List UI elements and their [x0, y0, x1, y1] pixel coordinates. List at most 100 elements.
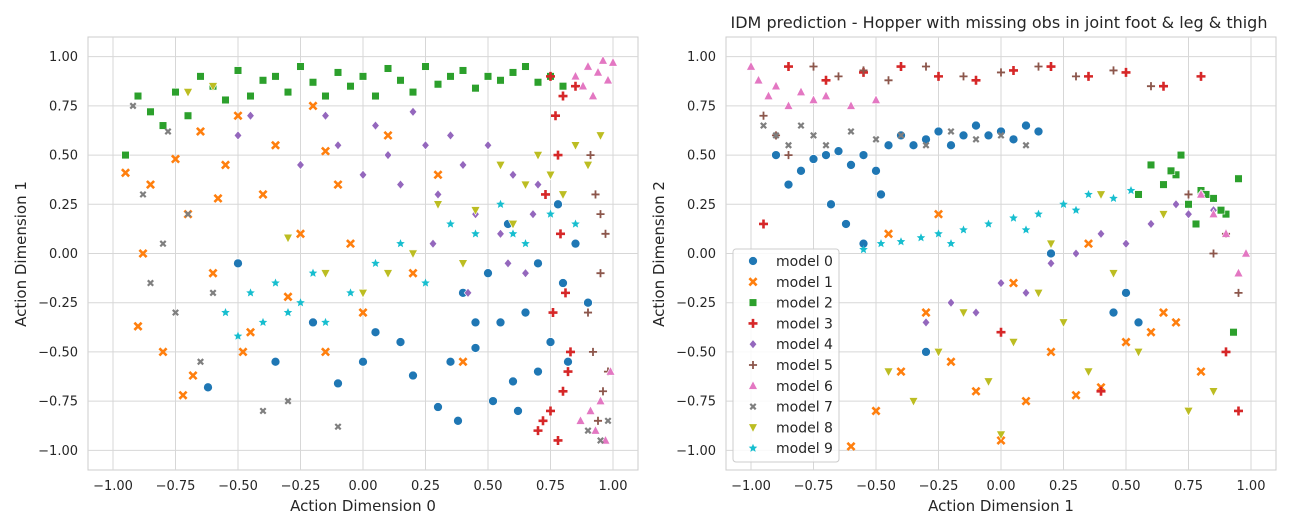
y-tick-label: 0.75	[687, 99, 716, 114]
data-point	[233, 66, 243, 75]
legend-item-model-4: model 4	[748, 337, 833, 353]
data-point	[958, 308, 969, 319]
data-point	[1046, 248, 1056, 259]
data-point	[759, 111, 768, 120]
data-point	[847, 127, 855, 135]
data-point	[308, 268, 318, 277]
data-point	[826, 199, 836, 210]
data-point	[133, 321, 143, 331]
data-point	[458, 159, 468, 170]
data-point	[916, 233, 926, 242]
data-point	[959, 72, 968, 81]
data-point	[1159, 180, 1168, 189]
data-point	[220, 160, 231, 170]
data-point	[258, 317, 268, 327]
data-point	[896, 367, 906, 377]
data-point	[458, 259, 468, 269]
data-point	[471, 229, 480, 238]
data-point	[1133, 348, 1144, 358]
data-point	[1221, 228, 1231, 238]
data-point	[1096, 190, 1106, 201]
data-point	[320, 146, 331, 156]
data-point	[203, 382, 213, 393]
data-point	[1046, 62, 1056, 72]
data-point	[933, 348, 944, 358]
data-point	[545, 170, 556, 181]
series-model-3	[533, 71, 580, 445]
data-point	[164, 127, 172, 135]
data-point	[797, 122, 805, 130]
data-point	[558, 278, 568, 288]
series-model-6	[570, 55, 618, 445]
data-point	[1191, 219, 1201, 229]
data-point	[358, 288, 368, 299]
data-point	[271, 72, 280, 81]
data-point	[1158, 308, 1169, 318]
data-point	[1108, 307, 1119, 318]
data-point	[763, 90, 774, 100]
data-point	[358, 356, 368, 367]
data-point	[597, 436, 604, 444]
data-point	[771, 80, 781, 91]
data-point	[583, 297, 593, 308]
data-point	[971, 75, 981, 85]
data-point	[171, 87, 180, 97]
data-point	[233, 331, 243, 340]
data-point	[596, 269, 605, 278]
data-point	[1083, 367, 1094, 378]
data-point	[1008, 134, 1019, 145]
chart-title: IDM prediction - Hopper with missing obs…	[731, 13, 1268, 32]
data-point	[308, 78, 318, 87]
data-point	[395, 337, 406, 347]
data-point	[296, 159, 305, 170]
data-point	[1046, 258, 1056, 269]
legend: model 0 model 1 model 2 model 3 model 4 model…	[732, 248, 840, 463]
data-point	[521, 239, 530, 248]
data-point	[604, 417, 612, 425]
x-tick-label: −0.75	[156, 479, 196, 494]
x-tick-label: 0.25	[411, 479, 440, 494]
data-point	[1021, 225, 1031, 234]
data-point	[809, 62, 818, 71]
data-point	[859, 245, 868, 254]
data-point	[593, 66, 603, 77]
data-point	[541, 189, 550, 199]
data-point	[1234, 288, 1243, 297]
x-tick-label: −1.00	[93, 479, 133, 494]
data-point	[1158, 210, 1169, 220]
data-point	[495, 317, 506, 328]
data-point	[138, 248, 148, 259]
data-point	[371, 120, 380, 131]
data-point	[753, 74, 764, 85]
legend-marker-icon	[748, 277, 758, 287]
data-point	[371, 91, 380, 101]
data-point	[570, 70, 581, 81]
data-point	[1096, 228, 1106, 239]
data-point	[556, 229, 565, 239]
data-point	[871, 165, 881, 176]
data-point	[563, 367, 573, 377]
data-point	[934, 71, 943, 81]
data-point	[583, 161, 593, 171]
data-point	[508, 376, 518, 387]
data-point	[810, 131, 817, 139]
series-model-6	[746, 60, 1251, 278]
data-point	[808, 94, 819, 104]
data-point	[258, 189, 268, 199]
data-point	[1166, 166, 1176, 175]
data-point	[1196, 71, 1206, 81]
data-point	[1008, 338, 1019, 348]
legend-label: model 9	[776, 441, 833, 457]
x-tick-label: 0.50	[1112, 479, 1141, 494]
data-point	[1208, 387, 1219, 397]
data-point	[183, 111, 193, 120]
data-point	[545, 337, 556, 347]
data-point	[333, 378, 343, 389]
data-point	[433, 200, 443, 210]
data-point	[595, 395, 606, 406]
data-point	[921, 317, 931, 328]
data-point	[558, 82, 568, 91]
legend-marker-icon	[748, 423, 758, 433]
data-point	[1059, 199, 1068, 208]
data-point	[603, 74, 613, 85]
